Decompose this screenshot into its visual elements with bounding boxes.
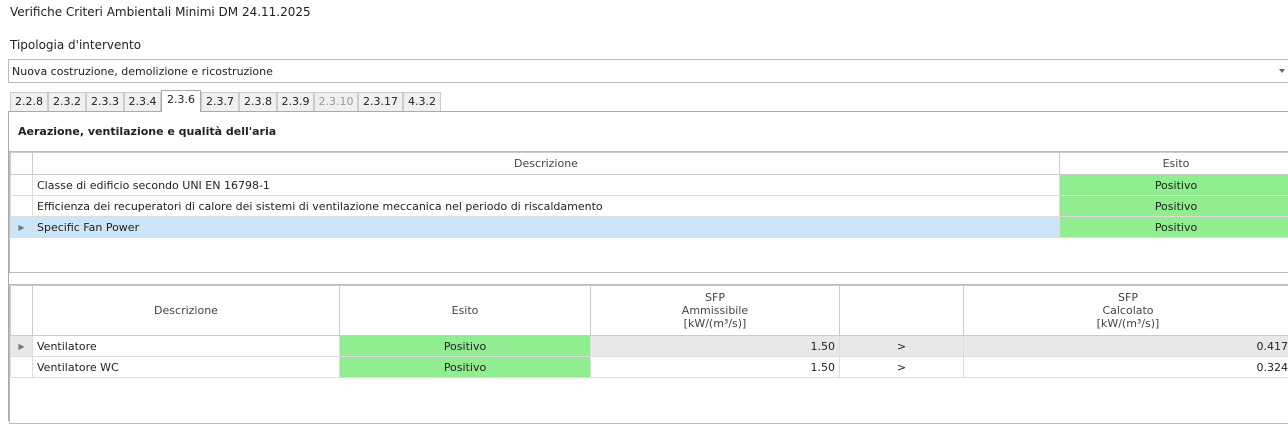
cell-descrizione: Efficienza dei recuperatori di calore de… <box>33 196 1060 217</box>
cell-esito: Positivo <box>1060 196 1288 217</box>
window-title: Verifiche Criteri Ambientali Minimi DM 2… <box>10 5 311 19</box>
tab-2-3-8[interactable]: 2.3.8 <box>239 92 277 111</box>
tab-2-3-17[interactable]: 2.3.17 <box>358 92 403 111</box>
tab-2-3-10[interactable]: 2.3.10 <box>314 92 358 111</box>
row-pointer-icon: ▶ <box>11 217 33 238</box>
header-esito[interactable]: Esito <box>340 286 591 336</box>
header-operator[interactable] <box>840 286 964 336</box>
tab-2-3-4[interactable]: 2.3.4 <box>124 92 161 111</box>
cell-descrizione: Ventilatore WC <box>33 357 340 378</box>
tab-2-3-9[interactable]: 2.3.9 <box>277 92 314 111</box>
tab-2-3-3[interactable]: 2.3.3 <box>86 92 124 111</box>
cell-descrizione: Ventilatore <box>33 336 340 357</box>
cell-esito: Positivo <box>1060 175 1288 196</box>
tipologia-select[interactable]: Nuova costruzione, demolizione e ricostr… <box>8 59 1288 83</box>
cell-sfp-ammissibile: 1.50 <box>591 357 840 378</box>
tab-2-2-8[interactable]: 2.2.8 <box>10 92 48 111</box>
cell-operator: > <box>840 357 964 378</box>
header-descrizione[interactable]: Descrizione <box>33 153 1060 175</box>
cell-sfp-calcolato: 0.324 <box>964 357 1288 378</box>
cell-esito: Positivo <box>340 336 591 357</box>
dropdown-arrow-icon[interactable] <box>1279 69 1285 73</box>
cell-descrizione: Specific Fan Power <box>33 217 1060 238</box>
indicator-header <box>11 153 33 175</box>
header-descrizione[interactable]: Descrizione <box>33 286 340 336</box>
cell-descrizione: Classe di edificio secondo UNI EN 16798-… <box>33 175 1060 196</box>
table-row[interactable]: Efficienza dei recuperatori di calore de… <box>11 196 1288 217</box>
row-pointer-icon: ▶ <box>11 336 33 357</box>
header-esito[interactable]: Esito <box>1060 153 1288 175</box>
section-title: Aerazione, ventilazione e qualità dell'a… <box>18 125 276 138</box>
tab-2-3-2[interactable]: 2.3.2 <box>48 92 86 111</box>
tipologia-value: Nuova costruzione, demolizione e ricostr… <box>12 65 273 78</box>
tipologia-label: Tipologia d'intervento <box>10 38 141 52</box>
cell-esito: Positivo <box>340 357 591 378</box>
indicator-header <box>11 286 33 336</box>
tab-4-3-2[interactable]: 4.3.2 <box>403 92 441 111</box>
table-row[interactable]: Classe di edificio secondo UNI EN 16798-… <box>11 175 1288 196</box>
tab-2-3-7[interactable]: 2.3.7 <box>201 92 239 111</box>
cell-sfp-ammissibile: 1.50 <box>591 336 840 357</box>
cell-esito: Positivo <box>1060 217 1288 238</box>
cell-sfp-calcolato: 0.417 <box>964 336 1288 357</box>
cell-operator: > <box>840 336 964 357</box>
tab-2-3-6[interactable]: 2.3.6 <box>161 90 201 112</box>
